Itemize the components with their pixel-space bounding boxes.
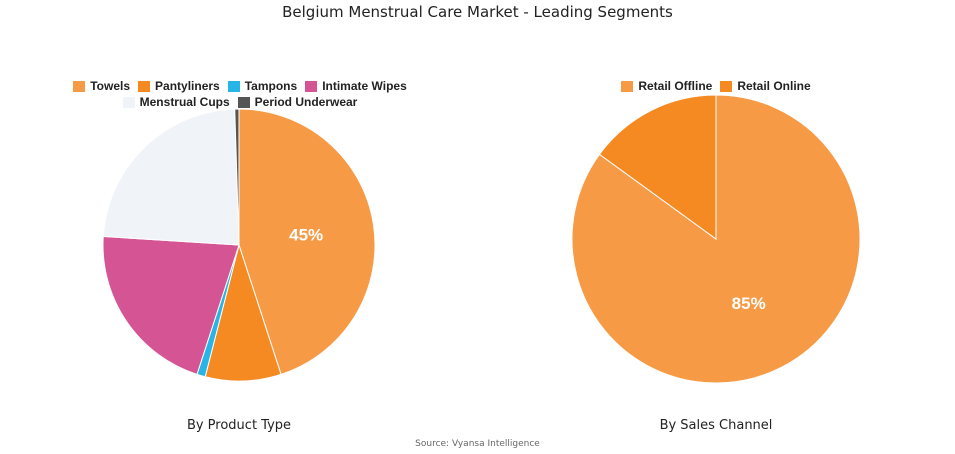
chart-title: Belgium Menstrual Care Market - Leading … — [282, 3, 673, 21]
legend-item-retail-offline[interactable]: Retail Offline — [621, 79, 712, 93]
legend-item-intimate-wipes[interactable]: Intimate Wipes — [305, 79, 407, 93]
legend-label: Towels — [90, 79, 131, 93]
sales-channel-subtitle: By Sales Channel — [659, 418, 773, 433]
product-type-subtitle: By Product Type — [186, 418, 292, 433]
legend-swatch — [138, 80, 151, 92]
legend-label: Menstrual Cups — [139, 95, 230, 109]
legend-swatch — [73, 80, 86, 92]
legend-item-tampons[interactable]: Tampons — [227, 79, 298, 93]
legend-label: Tampons — [244, 79, 298, 93]
pie-slice-menstrual-cups[interactable] — [102, 108, 240, 246]
legend-item-period-underwear[interactable]: Period Underwear — [237, 95, 358, 109]
legend-item-towels[interactable]: Towels — [73, 79, 130, 93]
pie-slice-towels[interactable] — [238, 108, 376, 375]
legend-item-menstrual-cups[interactable]: Menstrual Cups — [122, 95, 230, 109]
legend-swatch — [237, 96, 250, 108]
legend-label: Retail Offline — [638, 79, 713, 93]
pie-slice-retail-offline[interactable] — [571, 94, 861, 384]
source-note: Source: Vyansa Intelligence — [415, 439, 540, 449]
legend-swatch — [227, 80, 240, 92]
legend-swatch — [305, 80, 318, 92]
legend-swatch — [621, 80, 634, 92]
legend-item-pantyliners[interactable]: Pantyliners — [138, 79, 220, 93]
legend-label: Retail Online — [737, 79, 811, 93]
legend-swatch — [122, 96, 135, 108]
sales-channel-legend: Retail Offline Retail Online — [566, 79, 866, 93]
legend-label: Intimate Wipes — [322, 79, 407, 93]
pie-slice-period-underwear[interactable] — [234, 108, 240, 246]
pie-slice-retail-online[interactable] — [598, 94, 717, 240]
slice-data-label: 85% — [732, 294, 766, 313]
pie-slice-intimate-wipes[interactable] — [102, 235, 240, 375]
legend-label: Pantyliners — [155, 79, 220, 93]
slice-data-label: 45% — [289, 225, 323, 244]
legend-item-retail-online[interactable]: Retail Online — [720, 79, 811, 93]
legend-label: Period Underwear — [254, 95, 358, 109]
product-type-legend: Towels Pantyliners Tampons Intimate Wipes Me… — [20, 79, 460, 109]
legend-swatch — [720, 80, 733, 92]
